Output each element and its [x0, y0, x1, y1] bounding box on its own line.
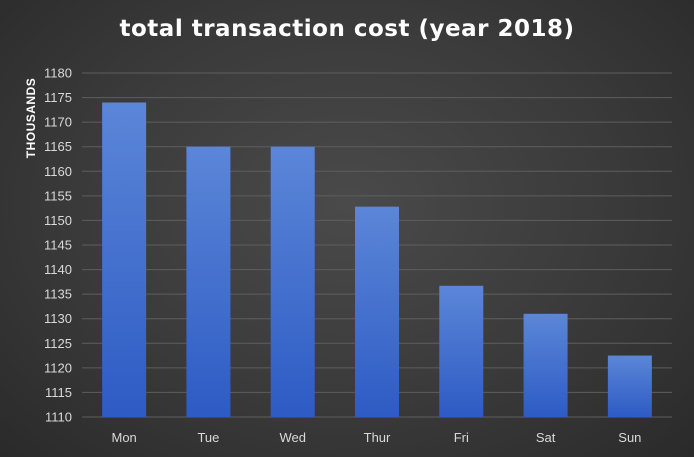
- x-tick-label: Sun: [618, 430, 641, 445]
- y-tick-label: 1170: [44, 115, 72, 130]
- y-tick-label: 1150: [44, 213, 72, 228]
- y-tick-label: 1180: [44, 66, 72, 81]
- gridlines: [82, 72, 672, 418]
- bar-wed: [270, 146, 315, 417]
- y-tick-label: 1115: [45, 385, 72, 400]
- bars: [102, 102, 652, 417]
- x-tick-label: Fri: [454, 430, 469, 445]
- y-tick-label: 1160: [44, 164, 72, 179]
- y-tick-label: 1155: [44, 188, 72, 203]
- x-tick-label: Sat: [536, 430, 556, 445]
- x-tick-label: Wed: [279, 430, 306, 445]
- y-tick-label: 1135: [44, 287, 72, 302]
- x-tick-label: Mon: [111, 430, 136, 445]
- y-tick-label: 1125: [44, 336, 72, 351]
- y-tick-label: 1120: [44, 360, 72, 375]
- y-tick-label: 1145: [44, 238, 72, 253]
- y-axis-title: THOUSANDS: [24, 78, 38, 159]
- bar-mon: [102, 102, 147, 417]
- bar-thur: [355, 206, 399, 417]
- y-tick-label: 1110: [45, 410, 72, 425]
- y-tick-label: 1175: [44, 90, 72, 105]
- x-tick-label: Tue: [197, 430, 219, 445]
- bar-sun: [607, 355, 652, 417]
- y-tick-label: 1130: [44, 311, 72, 326]
- y-tick-label: 1140: [44, 262, 72, 277]
- x-axis-ticks: Mon Tue Wed Thur Fri Sat Sun: [111, 430, 641, 445]
- x-tick-label: Thur: [364, 430, 391, 445]
- bar-fri: [439, 285, 484, 417]
- y-tick-label: 1165: [44, 139, 72, 154]
- y-axis-ticks: 1110 1115 1120 1125 1130 1135 1140 1145 1150 1155…: [44, 66, 72, 425]
- bar-tue: [186, 146, 231, 417]
- chart-title: total transaction cost (year 2018): [119, 16, 575, 42]
- bar-sat: [523, 313, 568, 417]
